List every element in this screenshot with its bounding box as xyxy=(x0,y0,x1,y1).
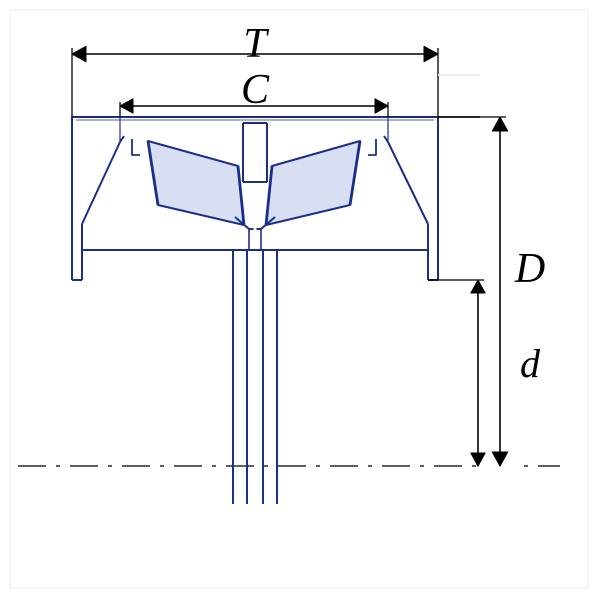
label-D: D xyxy=(510,245,550,293)
label-d: d xyxy=(510,340,550,387)
label-T: T xyxy=(235,20,275,68)
label-C: C xyxy=(235,66,275,114)
bearing-diagram: T C D d xyxy=(0,0,600,600)
